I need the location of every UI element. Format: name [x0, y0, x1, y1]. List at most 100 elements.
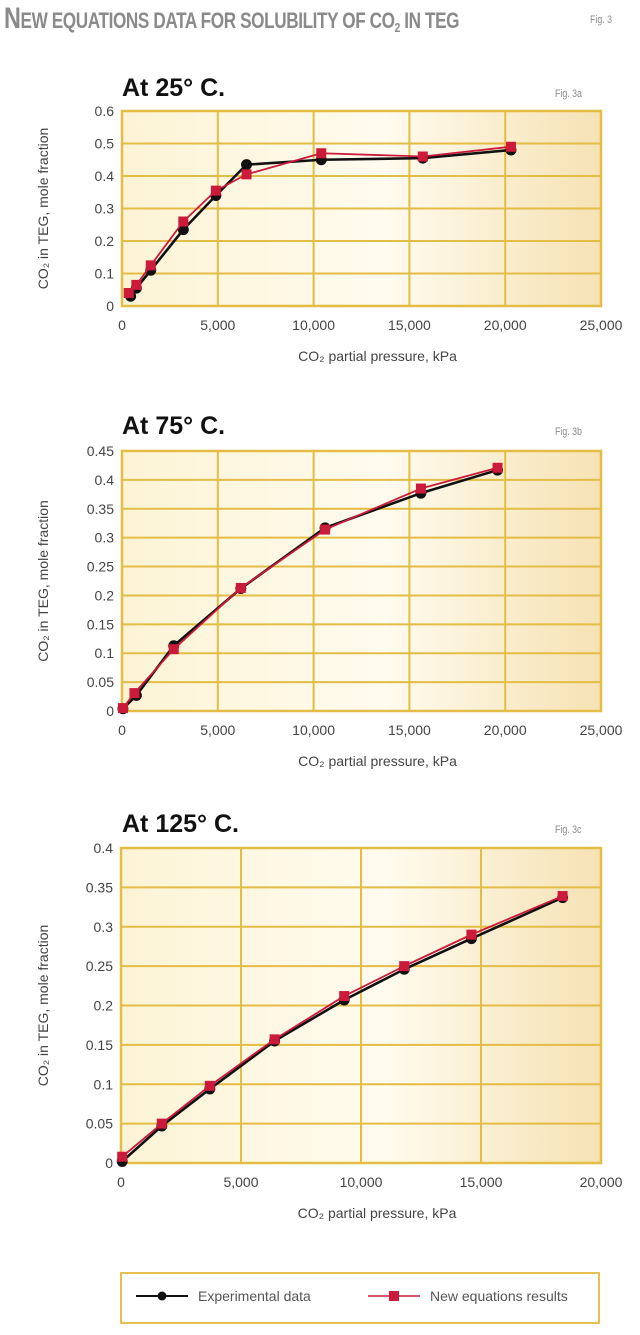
x-tick-label: 20,000 [580, 1174, 623, 1190]
y-tick-label: 0.4 [95, 472, 115, 488]
square-marker [145, 260, 156, 271]
x-tick-label: 5,000 [200, 722, 235, 738]
chart-75c: 0 0.05 0.1 0.15 0.2 0.25 0.3 0.35 0.4 0.45 0 5,000 1… [35, 443, 623, 769]
square-marker [117, 703, 128, 714]
square-marker [557, 891, 568, 902]
y-tick-label: 0.05 [87, 674, 114, 690]
x-axis-label: CO₂ partial pressure, kPa [298, 753, 457, 769]
x-tick-label: 10,000 [340, 1174, 383, 1190]
square-marker [131, 279, 142, 290]
circle-marker [241, 159, 253, 171]
x-tick-label: 15,000 [460, 1174, 503, 1190]
title-end: IN TEG [399, 8, 460, 33]
y-tick-label: 0.15 [86, 1037, 113, 1053]
x-tick-label: 15,000 [388, 317, 431, 333]
y-tick-label: 0.1 [94, 1076, 114, 1092]
y-tick-label: 0.1 [95, 645, 115, 661]
y-tick-label: 0 [106, 298, 114, 314]
title-subscript: 2 [394, 20, 401, 35]
x-tick-label: 20,000 [484, 317, 527, 333]
chart-title-125c: At 125° C. [122, 810, 239, 838]
square-marker [492, 462, 503, 473]
y-tick-label: 0.25 [86, 958, 113, 974]
y-tick-label: 0.35 [86, 879, 113, 895]
square-marker [123, 288, 134, 298]
y-axis-label: CO₂ in TEG, mole fraction [35, 128, 51, 290]
square-marker [129, 688, 140, 699]
y-tick-label: 0.3 [94, 919, 114, 935]
x-axis-label: CO₂ partial pressure, kPa [298, 348, 457, 364]
y-tick-label: 0 [106, 703, 114, 719]
x-tick-label: 0 [118, 722, 126, 738]
circle-marker-icon [136, 1291, 188, 1301]
y-tick-label: 0.25 [87, 559, 114, 575]
series-new-equations [121, 895, 563, 1158]
y-tick-label: 0.15 [87, 616, 114, 632]
x-tick-label: 5,000 [223, 1174, 258, 1190]
y-tick-label: 0 [105, 1155, 113, 1171]
square-marker [316, 148, 327, 159]
y-tick-label: 0.4 [95, 168, 115, 184]
square-marker [415, 483, 426, 494]
x-tick-label: 20,000 [484, 722, 527, 738]
y-tick-label: 0.45 [87, 443, 114, 459]
x-tick-label: 15,000 [388, 722, 431, 738]
legend: Experimental data New equations results [120, 1272, 600, 1324]
plot-area [122, 451, 601, 711]
y-axis-label: CO₂ in TEG, mole fraction [35, 925, 51, 1087]
square-marker [235, 582, 246, 593]
x-tick-label: 10,000 [292, 317, 335, 333]
y-tick-label: 0.2 [95, 587, 115, 603]
y-axis-label: CO₂ in TEG, mole fraction [35, 500, 51, 662]
chart-title-25c: At 25° C. [122, 74, 226, 102]
x-tick-label: 10,000 [292, 722, 335, 738]
y-tick-label: 0.2 [95, 233, 115, 249]
square-marker [210, 185, 221, 196]
square-marker [269, 1034, 280, 1045]
y-tick-label: 0.3 [95, 530, 115, 546]
title-text: EW EQUATIONS DATA FOR SOLUBILITY OF CO [20, 8, 396, 33]
legend-item-experimental: Experimental data [136, 1288, 311, 1304]
circle-marker [177, 224, 189, 236]
x-tick-label: 5,000 [200, 317, 235, 333]
fig-label-3c: Fig. 3c [555, 824, 582, 836]
y-tick-label: 0.2 [94, 998, 114, 1014]
y-tick-label: 0.3 [95, 201, 115, 217]
square-marker [320, 524, 331, 535]
square-marker [168, 644, 179, 655]
x-tick-label: 0 [117, 1174, 125, 1190]
chart-title-75c: At 75° C. [122, 412, 226, 440]
square-marker [466, 929, 477, 940]
square-marker [505, 141, 516, 152]
chart-125c: 0 0.05 0.1 0.15 0.2 0.25 0.3 0.35 0.4 0 5,000 10,00… [35, 840, 623, 1221]
legend-item-new-equations: New equations results [368, 1288, 568, 1304]
title-initial: N [4, 2, 21, 35]
x-tick-label: 0 [118, 317, 126, 333]
x-tick-label: 25,000 [580, 722, 623, 738]
x-tick-label: 25,000 [580, 317, 623, 333]
square-marker [117, 1151, 128, 1162]
square-marker [417, 151, 428, 162]
figure-title: NEW EQUATIONS DATA FOR SOLUBILITY OF CO2… [4, 2, 460, 36]
square-marker [204, 1080, 215, 1091]
square-marker [241, 169, 252, 180]
figure-number: Fig. 3 [590, 14, 613, 26]
y-tick-label: 0.35 [87, 501, 114, 517]
square-marker-icon [368, 1291, 420, 1301]
chart-25c: 0 0.1 0.2 0.3 0.4 0.5 0.6 0 5,000 10,000 15,000 20,… [35, 103, 623, 364]
x-axis-label: CO₂ partial pressure, kPa [298, 1205, 457, 1221]
legend-label-new-equations: New equations results [430, 1288, 568, 1304]
square-marker [339, 991, 350, 1002]
fig-label-3b: Fig. 3b [555, 426, 582, 438]
fig-label-3a: Fig. 3a [555, 88, 582, 100]
y-tick-label: 0.4 [94, 840, 114, 856]
legend-label-experimental: Experimental data [198, 1288, 311, 1304]
y-tick-label: 0.1 [95, 266, 115, 282]
y-tick-label: 0.05 [86, 1116, 113, 1132]
y-tick-label: 0.6 [95, 103, 115, 119]
square-marker [178, 216, 189, 227]
y-tick-label: 0.5 [95, 136, 115, 152]
series-experimental [121, 896, 564, 1163]
square-marker [399, 961, 410, 972]
square-marker [156, 1118, 167, 1129]
